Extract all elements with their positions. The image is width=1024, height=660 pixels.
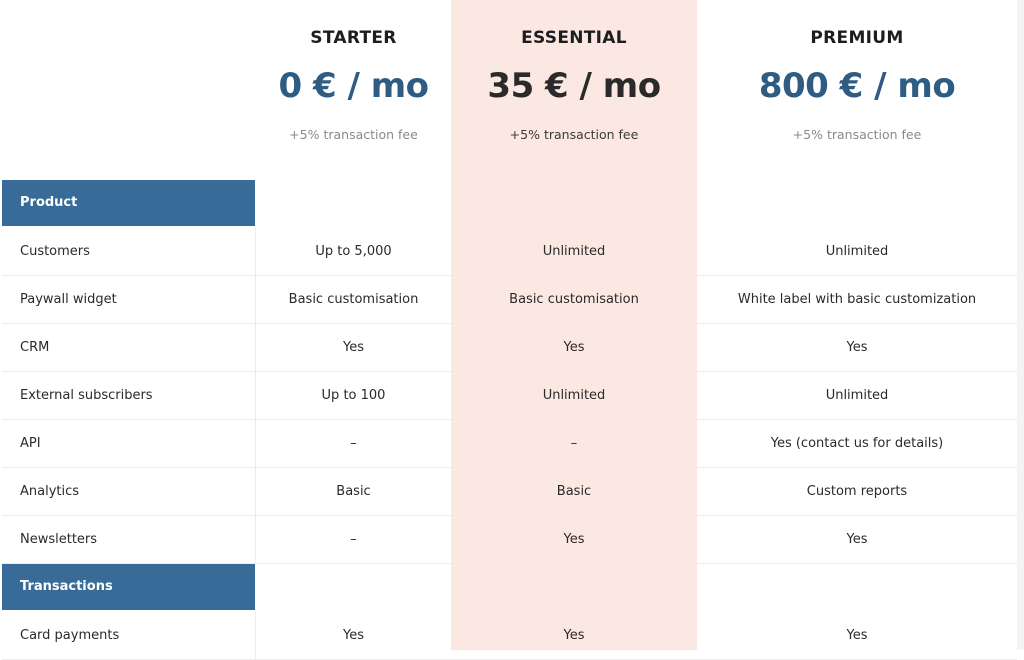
plan-starter: STARTER 0 € / mo +5% transaction fee — [256, 0, 451, 180]
feature-label: Paywall widget — [2, 276, 256, 323]
essential-value: Basic customisation — [509, 292, 639, 307]
feature-label: External subscribers — [2, 372, 256, 419]
premium-value: Unlimited — [825, 244, 889, 259]
feature-label: Analytics — [2, 468, 256, 515]
essential-value: Yes — [563, 532, 585, 547]
plan-premium: PREMIUM 800 € / mo +5% transaction fee — [697, 0, 1017, 180]
plan-fee: +5% transaction fee — [792, 127, 922, 142]
section-label: Transactions — [2, 564, 255, 610]
starter-value: Up to 100 — [321, 388, 386, 403]
table-row: Newsletters – Yes Yes — [2, 516, 1017, 564]
page-edge — [1017, 0, 1024, 650]
plan-essential: ESSENTIAL 35 € / mo +5% transaction fee — [451, 0, 697, 180]
plan-name: ESSENTIAL — [521, 28, 627, 48]
feature-label: CRM — [2, 324, 256, 371]
table-row: CRM Yes Yes Yes — [2, 324, 1017, 372]
starter-value: Basic customisation — [288, 292, 419, 307]
premium-value: Yes — [846, 340, 868, 355]
plan-name: STARTER — [310, 28, 397, 48]
table-row: Customers Up to 5,000 Unlimited Unlimite… — [2, 228, 1017, 276]
essential-value: – — [570, 436, 578, 451]
essential-value: Unlimited — [542, 388, 606, 403]
feature-label: Newsletters — [2, 516, 256, 563]
premium-value: Unlimited — [825, 388, 889, 403]
table-row: Paywall widget Basic customisation Basic… — [2, 276, 1017, 324]
starter-value: Up to 5,000 — [315, 244, 392, 259]
starter-value: Yes — [343, 628, 364, 643]
essential-value: Unlimited — [542, 244, 606, 259]
table-row: Card payments Yes Yes Yes — [2, 612, 1017, 660]
table-row: External subscribers Up to 100 Unlimited… — [2, 372, 1017, 420]
essential-value: Basic — [556, 484, 592, 499]
essential-value: Yes — [563, 340, 585, 355]
starter-value: – — [350, 532, 357, 547]
starter-value: Yes — [343, 340, 364, 355]
plan-fee: +5% transaction fee — [289, 127, 418, 142]
table-row: Analytics Basic Basic Custom reports — [2, 468, 1017, 516]
section-row-transactions: Transactions — [2, 564, 1017, 612]
premium-value: Yes — [846, 628, 868, 643]
premium-value: Custom reports — [806, 484, 908, 499]
essential-column-highlight — [451, 0, 697, 650]
plan-fee: +5% transaction fee — [509, 127, 639, 142]
starter-value: – — [350, 436, 357, 451]
essential-value: Yes — [563, 628, 585, 643]
comparison-table: Product Customers Up to 5,000 Unlimited … — [2, 180, 1017, 660]
feature-label: Customers — [2, 228, 256, 275]
premium-value: White label with basic customization — [737, 292, 977, 307]
starter-value: Basic — [336, 484, 371, 499]
plan-price: 800 € / mo — [758, 66, 956, 106]
plan-price: 35 € / mo — [487, 66, 661, 106]
feature-label: API — [2, 420, 256, 467]
plan-name: PREMIUM — [810, 28, 904, 48]
premium-value: Yes — [846, 532, 868, 547]
section-row-product: Product — [2, 180, 1017, 228]
plan-price: 0 € / mo — [278, 66, 429, 106]
feature-label: Card payments — [2, 612, 256, 659]
premium-value: Yes (contact us for details) — [770, 436, 944, 451]
table-row: API – – Yes (contact us for details) — [2, 420, 1017, 468]
section-label: Product — [2, 180, 255, 226]
